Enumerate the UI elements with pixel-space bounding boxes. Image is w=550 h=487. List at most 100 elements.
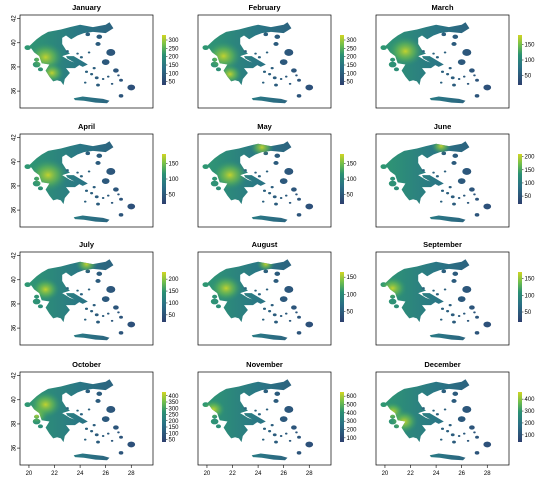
y-tick-label: 42 xyxy=(12,372,18,379)
greece-land-raster xyxy=(24,141,136,223)
x-tick-label: 22 xyxy=(407,471,414,477)
x-tick-label: 22 xyxy=(51,471,58,477)
colorbar-tick-label: 100 xyxy=(347,177,358,183)
colorbar-tick-label: 300 xyxy=(169,38,180,44)
panel-title: December xyxy=(424,360,460,369)
colorbar-tick-label: 50 xyxy=(169,438,176,444)
colorbar-tick-label: 100 xyxy=(525,58,536,64)
y-tick-label: 42 xyxy=(12,252,18,259)
panel-title: May xyxy=(257,122,272,131)
panel-title: October xyxy=(72,360,101,369)
colorbar-legend: 150 100 50 xyxy=(518,35,535,85)
colorbar-tick-label: 100 xyxy=(525,293,536,299)
greece-land-raster xyxy=(202,259,314,341)
colorbar-legend: 150 100 50 xyxy=(518,272,535,322)
plot-frame xyxy=(375,14,510,109)
plot-frame xyxy=(197,251,332,346)
map-panel-february: February 300 250 200 150 100 50 xyxy=(197,3,357,109)
x-tick-label: 20 xyxy=(382,471,389,477)
map-panel-august: August 150 100 50 xyxy=(197,240,358,346)
x-tick-label: 28 xyxy=(484,471,491,477)
y-tick-label: 40 xyxy=(12,158,18,165)
colorbar-tick-label: 200 xyxy=(525,421,536,427)
colorbar-tick-label: 100 xyxy=(347,71,358,77)
plot-frame xyxy=(19,14,154,109)
colorbar-tick-label: 50 xyxy=(169,193,176,199)
panel-title: March xyxy=(431,3,454,12)
colorbar-tick-label: 50 xyxy=(169,313,176,319)
map-panel-april: April 42 40 38 36 150 100 50 xyxy=(12,122,180,228)
colorbar-tick-label: 400 xyxy=(347,411,358,417)
map-panel-march: March 150 100 50 xyxy=(375,3,535,109)
colorbar-tick-label: 300 xyxy=(169,406,180,412)
x-tick-label: 26 xyxy=(280,471,287,477)
greece-land-raster xyxy=(380,22,492,104)
colorbar-tick-label: 200 xyxy=(347,55,358,61)
y-tick-label: 36 xyxy=(12,444,18,451)
map-panel-december: December 20 22 24 26 28 400 300 200 100 xyxy=(375,360,536,477)
y-tick-label: 38 xyxy=(12,300,18,307)
colorbar-tick-label: 400 xyxy=(525,397,536,403)
panel-title: January xyxy=(72,3,102,12)
y-tick-label: 36 xyxy=(12,324,18,331)
colorbar-tick-label: 50 xyxy=(169,80,176,86)
panel-title: July xyxy=(79,240,95,249)
x-tick-label: 24 xyxy=(255,471,262,477)
plot-frame xyxy=(19,133,154,228)
plot-frame xyxy=(197,133,332,228)
y-tick-label: 36 xyxy=(12,87,18,94)
panel-title: February xyxy=(248,3,281,12)
plot-frame xyxy=(375,251,510,346)
y-tick-label: 38 xyxy=(12,182,18,189)
colorbar-tick-label: 100 xyxy=(347,292,358,298)
colorbar-legend: 600 500 400 300 200 100 xyxy=(340,392,357,442)
colorbar-tick-label: 200 xyxy=(169,419,180,425)
map-panel-january: January 42 40 38 36 300 250 200 150 100 50 xyxy=(12,3,179,109)
colorbar-tick-label: 350 xyxy=(169,400,180,406)
colorbar-legend: 200 150 100 50 xyxy=(162,272,179,322)
colorbar-legend: 300 250 200 150 100 50 xyxy=(162,35,179,86)
plot-frame xyxy=(19,371,154,466)
colorbar-tick-label: 100 xyxy=(169,177,180,183)
map-panel-july: July 42 40 38 36 200 150 100 50 xyxy=(12,240,179,346)
colorbar-legend: 300 250 200 150 100 50 xyxy=(340,35,357,86)
colorbar-tick-label: 150 xyxy=(347,161,358,167)
colorbar-tick-label: 250 xyxy=(169,46,180,52)
colorbar-tick-label: 50 xyxy=(525,310,532,316)
colorbar-tick-label: 300 xyxy=(347,38,358,44)
y-tick-label: 42 xyxy=(12,15,18,22)
colorbar-legend: 200 150 100 50 xyxy=(518,154,535,204)
plot-frame xyxy=(375,133,510,228)
panel-title: November xyxy=(246,360,283,369)
colorbar-tick-label: 150 xyxy=(525,168,536,174)
y-tick-label: 40 xyxy=(12,276,18,283)
colorbar-tick-label: 100 xyxy=(169,431,180,437)
map-panel-september: September 150 100 50 xyxy=(375,240,535,346)
plot-frame xyxy=(375,371,510,466)
colorbar-tick-label: 50 xyxy=(525,74,532,80)
colorbar-tick-label: 400 xyxy=(169,394,180,400)
colorbar-tick-label: 150 xyxy=(169,63,180,69)
colorbar-tick-label: 50 xyxy=(347,80,354,86)
greece-land-raster xyxy=(24,259,136,341)
colorbar-tick-label: 100 xyxy=(525,433,536,439)
colorbar-tick-label: 250 xyxy=(169,413,180,419)
greece-land-raster xyxy=(202,141,314,223)
colorbar-tick-label: 600 xyxy=(347,394,358,400)
x-tick-label: 24 xyxy=(77,471,84,477)
plot-frame xyxy=(197,14,332,109)
panel-title: August xyxy=(252,240,278,249)
greece-land-raster xyxy=(380,379,492,461)
colorbar-tick-label: 250 xyxy=(347,46,358,52)
y-tick-label: 38 xyxy=(12,63,18,70)
x-tick-label: 26 xyxy=(458,471,465,477)
colorbar-tick-label: 200 xyxy=(347,428,358,434)
panel-title: September xyxy=(423,240,462,249)
colorbar-tick-label: 50 xyxy=(525,194,532,200)
colorbar-tick-label: 50 xyxy=(347,193,354,199)
greece-land-raster xyxy=(24,22,136,104)
greece-land-raster xyxy=(24,379,136,461)
y-tick-label: 36 xyxy=(12,206,18,213)
